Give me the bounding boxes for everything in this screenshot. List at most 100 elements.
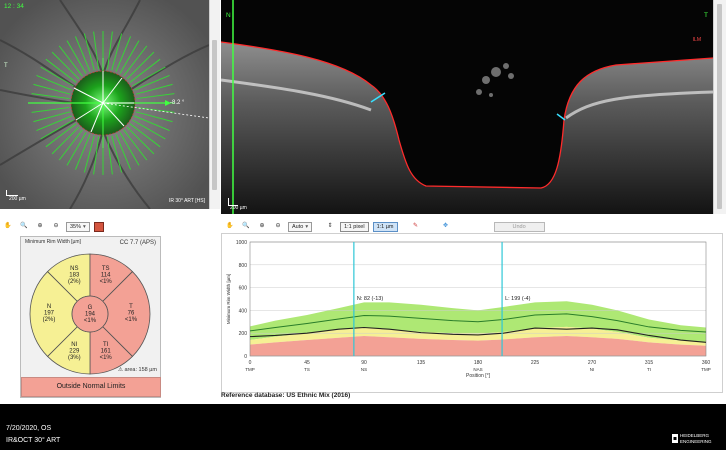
sector-ns-text: (2%): [68, 279, 81, 285]
scan-spoke: [74, 134, 91, 170]
y-tick-label: 1000: [236, 240, 247, 246]
scan-spoke: [132, 66, 166, 87]
marker-label-1: N: 82 (-13): [357, 296, 383, 302]
region-label: TMP: [245, 367, 255, 372]
fundus-side-marker: T: [4, 63, 8, 69]
x-tick-label: 225: [531, 360, 540, 366]
color-swatch-icon[interactable]: [93, 221, 104, 232]
fundus-scroll-thumb[interactable]: [212, 40, 217, 190]
bscan-scroll-thumb[interactable]: [717, 4, 722, 209]
exam-date-eye: 7/20/2020, OS: [6, 425, 52, 432]
scan-spoke: [135, 83, 173, 95]
fundus-scrollbar[interactable]: [209, 0, 220, 209]
move-marker-icon[interactable]: ✥: [443, 223, 449, 229]
sector-ts-text: TS: [102, 266, 110, 272]
scan-spoke: [33, 83, 71, 95]
sector-ns-text: NS: [70, 266, 78, 272]
measured-mrw-line: [249, 326, 707, 343]
zoom-in-icon[interactable]: ⊕: [37, 223, 43, 229]
scan-spoke: [119, 40, 140, 74]
zoom-out-icon[interactable]: ⊖: [275, 223, 281, 229]
sector-ti-text: 161: [101, 348, 112, 354]
outside-normal-band: [250, 336, 706, 356]
fundus-scale-label: 200 µm: [9, 196, 26, 202]
sector-global-text: 194: [85, 312, 96, 318]
scan-spoke: [33, 111, 71, 123]
zoom-in-icon[interactable]: ⊕: [259, 223, 265, 229]
scan-spoke: [111, 135, 123, 173]
classification-label: CC 7.7 (APS): [119, 240, 156, 246]
sector-n-text: N: [47, 304, 51, 310]
y-tick-label: 0: [244, 354, 247, 360]
sector-global: [71, 295, 109, 333]
fundus-graphic: [0, 0, 209, 209]
scan-spoke: [83, 135, 95, 173]
sector-n-text: (2%): [43, 317, 56, 323]
sector-chart: T76<1%TI161<1%NI229(3%)N197(2%)NS183(2%)…: [29, 253, 151, 375]
region-label: TMP: [701, 367, 711, 372]
reference-database-label: Reference database: US Ethnic Mix (2016): [221, 392, 351, 399]
hand-tool-icon[interactable]: ✋: [4, 223, 12, 229]
auto-select-value: Auto: [292, 223, 304, 230]
scan-spoke: [45, 58, 77, 83]
scan-spoke: [135, 111, 173, 123]
sector-ni-text: (3%): [68, 355, 81, 361]
zoom-out-icon[interactable]: ⊖: [53, 223, 59, 229]
region-label: NAS: [473, 367, 482, 372]
scan-spoke: [31, 106, 70, 113]
scan-spoke: [45, 123, 77, 148]
sector-ti-text: <1%: [100, 355, 113, 361]
mrw-profile-graph[interactable]: 1000 800 600 400 200 0 0 45 90 135 180 225 270 315 360…: [221, 233, 723, 393]
scan-spoke: [134, 74, 170, 91]
fundus-image[interactable]: 12 : 34 T -8.2 ° 200 µm IR 30° ART [HS]: [0, 0, 209, 209]
vessel-4: [0, 89, 76, 104]
scan-spoke: [66, 40, 87, 74]
vessel-6: [0, 117, 81, 166]
y-tick-label: 400: [239, 308, 248, 314]
bscan-scrollbar[interactable]: [713, 0, 726, 214]
scan-spoke: [119, 132, 140, 166]
plot-frame: [249, 241, 707, 357]
vertical-scale-icon[interactable]: ⇕: [327, 223, 333, 229]
classification-status-bar: Outside Normal Limits: [21, 377, 161, 397]
scan-spoke: [132, 119, 166, 140]
hand-tool-icon[interactable]: ✋: [226, 223, 234, 229]
left-toolbar: ✋ 🔍 ⊕ ⊖ 35% ▾: [2, 221, 104, 232]
borderline-band: [250, 326, 706, 346]
bmo-marker-right: [556, 113, 566, 121]
sector-global-text: <1%: [84, 318, 97, 324]
micron-scale-button[interactable]: 1:1 µm: [372, 221, 398, 232]
chevron-down-icon: ▾: [83, 223, 86, 230]
zoom-icon[interactable]: 🔍: [242, 223, 250, 229]
scan-spoke: [51, 126, 80, 155]
scan-spoke: [66, 132, 87, 166]
sector-ti-text: TI: [103, 342, 109, 348]
scan-spoke: [126, 51, 155, 80]
pixel-scale-button[interactable]: 1:1 pixel: [340, 221, 369, 232]
scan-spoke: [106, 136, 113, 175]
vessel-7: [129, 44, 209, 91]
zoom-select[interactable]: 35% ▾: [66, 221, 90, 232]
normative-mean-line: [249, 313, 707, 333]
oct-bscan[interactable]: N T ILM 200 µm: [221, 0, 713, 214]
sector-t-text: T: [129, 304, 133, 310]
vessel-3: [102, 130, 151, 209]
zoom-icon[interactable]: 🔍: [20, 223, 28, 229]
graph-canvas: 1000 800 600 400 200 00 45 90 135 180 225 270 315 360…: [226, 240, 711, 379]
auto-select[interactable]: Auto ▾: [288, 221, 313, 232]
edit-contour-icon[interactable]: ✎: [413, 223, 419, 229]
sector-t-text: <1%: [125, 317, 138, 323]
bscan-left-label: N: [226, 12, 231, 19]
scan-spoke: [40, 119, 74, 140]
undo-button[interactable]: Undo: [493, 221, 545, 232]
bscan-right-label: T: [704, 12, 708, 19]
x-tick-label: 315: [645, 360, 654, 366]
bscan-scale-label: 200 µm: [230, 205, 247, 211]
marker-label-2: L: 199 (-4): [505, 296, 531, 302]
area-label: ⚠ area: 158 µm: [118, 367, 157, 373]
heidelberg-logo: HEIDELBERG ENGINEERING: [672, 432, 720, 446]
x-tick-label: 270: [588, 360, 597, 366]
bmo-marker-left: [370, 92, 386, 103]
chevron-down-icon: ▾: [305, 223, 309, 230]
sector-ni-text: NI: [71, 342, 77, 348]
